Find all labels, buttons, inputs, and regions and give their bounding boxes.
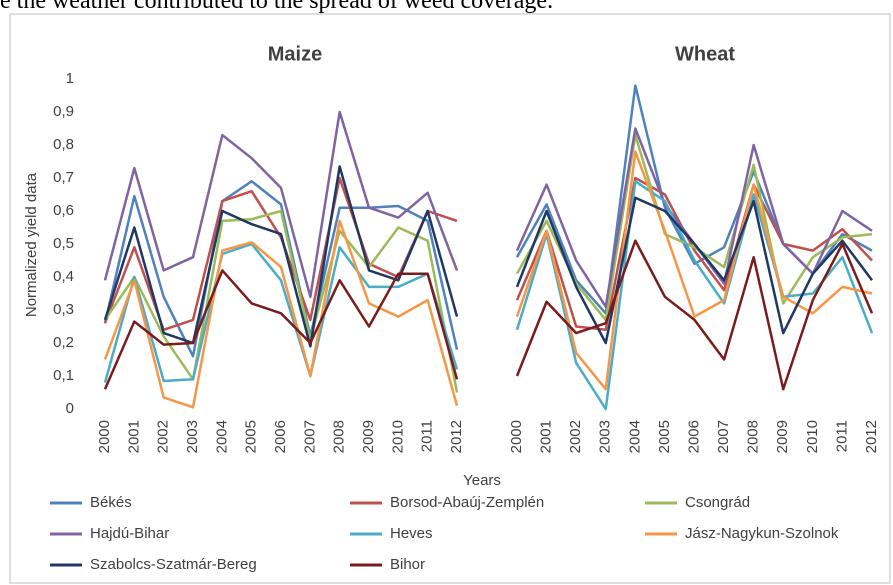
x-tick-label: 2004 bbox=[626, 420, 643, 453]
series-line bbox=[103, 209, 459, 393]
panel-title: Wheat bbox=[675, 43, 735, 65]
x-tick-label: 2005 bbox=[243, 420, 260, 453]
y-tick-label: 1 bbox=[66, 70, 74, 87]
y-tick-label: 0,1 bbox=[53, 367, 74, 384]
series-line bbox=[515, 176, 873, 332]
legend-label: Hajdú-Bihar bbox=[90, 525, 169, 542]
legend-label: Heves bbox=[390, 525, 433, 542]
x-tick-label: 2000 bbox=[96, 420, 113, 453]
series-line bbox=[515, 84, 873, 315]
x-tick-label: 2002 bbox=[155, 420, 172, 453]
y-tick-label: 0,9 bbox=[53, 103, 74, 120]
x-tick-label: 2009 bbox=[774, 420, 791, 453]
x-tick-label: 2007 bbox=[715, 420, 732, 453]
y-tick-label: 0,8 bbox=[53, 136, 74, 153]
series-line bbox=[103, 180, 459, 358]
legend-label: Bihor bbox=[390, 556, 425, 573]
legend-label: Borsod-Abaúj-Zemplén bbox=[390, 494, 544, 511]
x-tick-label: 2002 bbox=[567, 420, 584, 453]
caption-fragment: e the weather contributed to the spread … bbox=[0, 0, 554, 14]
x-tick-label: 2011 bbox=[419, 420, 436, 452]
x-tick-label: 2008 bbox=[331, 420, 348, 453]
y-tick-label: 0 bbox=[66, 400, 74, 417]
x-tick-label: 2005 bbox=[656, 420, 673, 453]
series-line bbox=[515, 150, 873, 391]
series-line bbox=[515, 127, 873, 308]
series-line bbox=[515, 180, 874, 411]
x-tick-label: 2009 bbox=[360, 420, 377, 453]
x-tick-label: 2003 bbox=[184, 420, 201, 453]
x-tick-label: 2001 bbox=[125, 420, 142, 453]
chart-frame bbox=[9, 13, 891, 584]
panel-title: Maize bbox=[268, 43, 322, 65]
legend-label: Szabolcs-Szatmár-Bereg bbox=[90, 556, 257, 573]
legend-label: Csongrád bbox=[685, 494, 750, 511]
series-line bbox=[515, 133, 873, 322]
x-tick-label: 2000 bbox=[508, 420, 525, 453]
y-tick-label: 0,6 bbox=[53, 202, 74, 219]
y-tick-label: 0,2 bbox=[53, 334, 74, 351]
legend-label: Jász-Nagykun-Szolnok bbox=[685, 525, 839, 542]
series-line bbox=[103, 219, 459, 409]
x-tick-label: 2006 bbox=[272, 420, 289, 453]
series-line bbox=[515, 196, 874, 345]
series-line bbox=[103, 269, 459, 390]
x-tick-label: 2007 bbox=[301, 420, 318, 453]
x-tick-label: 2012 bbox=[448, 420, 465, 453]
series-line bbox=[103, 165, 459, 348]
y-tick-label: 0,5 bbox=[53, 235, 74, 252]
x-tick-label: 2010 bbox=[389, 420, 406, 453]
y-tick-label: 0,3 bbox=[53, 301, 74, 318]
x-tick-label: 2003 bbox=[597, 420, 614, 453]
x-tick-label: 2004 bbox=[213, 420, 230, 453]
y-axis-label: Normalized yield data bbox=[23, 172, 40, 317]
x-tick-label: 2006 bbox=[685, 420, 702, 453]
y-tick-label: 0,4 bbox=[53, 268, 74, 285]
legend-label: Békés bbox=[90, 494, 132, 511]
x-tick-label: 2001 bbox=[538, 420, 555, 453]
x-tick-label: 2012 bbox=[863, 420, 880, 453]
series-line bbox=[103, 242, 459, 383]
x-tick-label: 2010 bbox=[804, 420, 821, 453]
y-tick-label: 0,7 bbox=[53, 169, 74, 186]
x-axis-label: Years bbox=[463, 472, 501, 489]
series-line bbox=[515, 239, 874, 391]
x-tick-label: 2008 bbox=[745, 420, 762, 453]
series-line bbox=[103, 110, 459, 299]
x-tick-label: 2011 bbox=[833, 420, 850, 452]
